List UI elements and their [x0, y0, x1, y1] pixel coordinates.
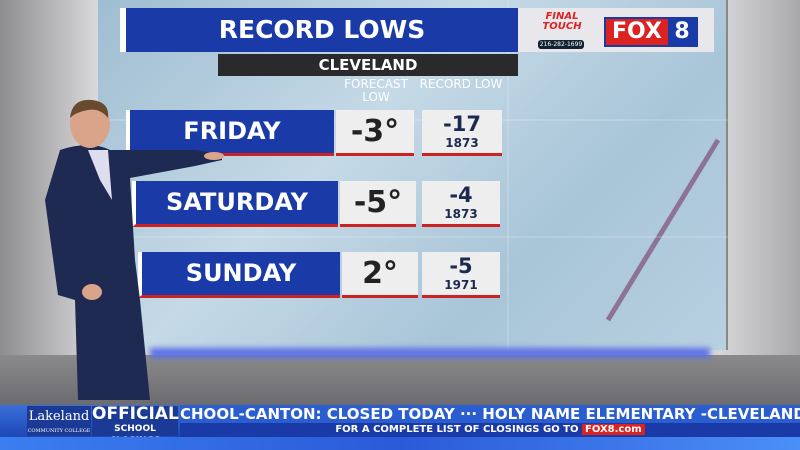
record-value: -5: [449, 254, 473, 278]
presenter: [45, 99, 224, 400]
day-label: FRIDAY: [126, 110, 334, 156]
screen-glow: [150, 348, 710, 358]
record-year: 1873: [445, 136, 479, 150]
fox8-logo: FOX 8: [604, 17, 698, 47]
city-label: CLEVELAND: [218, 54, 518, 76]
ticker-subline: FOR A COMPLETE LIST OF CLOSINGS GO TO FO…: [180, 423, 800, 437]
ticker-scroll-text: CHOOL-CANTON: CLOSED TODAY ··· HOLY NAME…: [180, 405, 800, 423]
sponsor-logo: FINAL TOUCH: [542, 11, 582, 32]
site-link: FOX8.com: [581, 424, 645, 435]
sponsor-sub: COMMUNITY COLLEGE: [27, 428, 91, 434]
record-year: 1873: [444, 207, 478, 221]
forecast-low: -3°: [336, 110, 414, 156]
forecast-low: -5°: [340, 181, 416, 227]
forecast-low-header: FORECAST LOW: [344, 77, 408, 104]
lakeland-logo: Lakeland COMMUNITY COLLEGE: [27, 406, 91, 436]
record-value: -17: [443, 112, 481, 136]
label-official: OFFICIAL: [92, 404, 179, 424]
sponsor-phone: 216-282-1699: [538, 40, 584, 49]
bottom-band: [0, 437, 800, 450]
subline-text: FOR A COMPLETE LIST OF CLOSINGS GO TO: [335, 424, 579, 435]
record-low-header: RECORD LOW: [419, 77, 503, 91]
record-low: -4 1873: [422, 181, 500, 227]
day-label: SATURDAY: [132, 181, 338, 227]
graphic-title: RECORD LOWS: [120, 8, 518, 52]
day-label: SUNDAY: [138, 252, 340, 298]
sponsor-name: Lakeland: [28, 409, 90, 424]
forecast-low: 2°: [342, 252, 418, 298]
record-year: 1971: [444, 278, 478, 292]
record-value: -4: [449, 183, 473, 207]
record-low: -17 1873: [422, 110, 502, 156]
record-low: -5 1971: [422, 252, 500, 298]
